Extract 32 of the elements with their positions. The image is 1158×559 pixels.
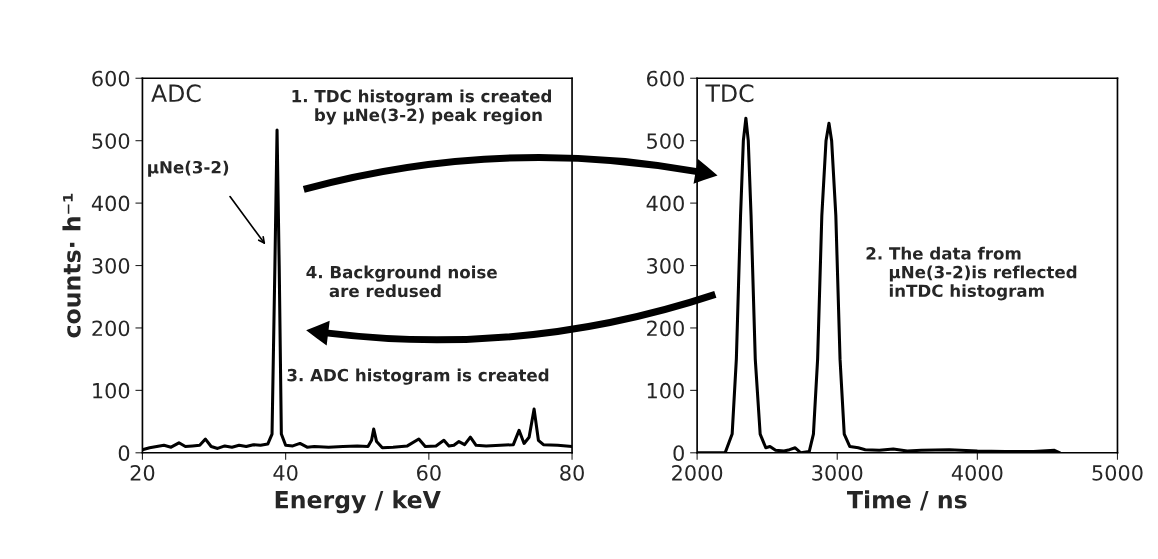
y-tick-label: 600 <box>647 70 684 87</box>
x-tick-label: 80 <box>560 464 584 481</box>
y-tick-label: 400 <box>646 195 684 212</box>
annotation: 2. The data from μNe(3-2)is reflected inTDC histogram <box>866 246 1077 301</box>
x-tick-label: 4000 <box>951 464 1003 481</box>
x-tick-label: 20 <box>130 464 155 481</box>
chart-title: TDC <box>705 84 754 103</box>
y-tick-label: 0 <box>118 445 130 461</box>
y-tick-label: 500 <box>92 133 130 149</box>
annotation: 3. ADC histogram is created <box>287 368 549 385</box>
annotation: μNe(3-2) <box>148 160 229 177</box>
y-tick-label: 500 <box>647 133 684 149</box>
y-tick-label: 600 <box>92 70 130 87</box>
x-tick-label: 40 <box>273 464 298 481</box>
y-tick-label: 100 <box>93 382 130 399</box>
y-tick-label: 300 <box>647 257 684 274</box>
annotation: 4. Background noise are redused <box>306 265 497 298</box>
y-tick-label: 200 <box>92 320 130 337</box>
x-axis-title: Energy / keV <box>275 490 441 514</box>
y-axis-title: counts· h⁻¹ <box>62 193 81 338</box>
y-tick-label: 300 <box>92 257 130 274</box>
y-tick-label: 0 <box>673 445 684 461</box>
y-tick-label: 200 <box>647 320 684 337</box>
y-tick-label: 100 <box>647 382 684 399</box>
x-tick-label: 3000 <box>812 464 863 481</box>
x-tick-label: 2000 <box>672 464 723 481</box>
x-axis-title: Time / ns <box>847 490 967 511</box>
x-tick-label: 60 <box>417 464 441 481</box>
annotation: 1. TDC histogram is created by μNe(3-2) peak region <box>292 89 551 125</box>
y-tick-label: 400 <box>91 195 130 212</box>
chart-title: ADC <box>151 84 201 103</box>
x-tick-label: 5000 <box>1092 464 1143 481</box>
